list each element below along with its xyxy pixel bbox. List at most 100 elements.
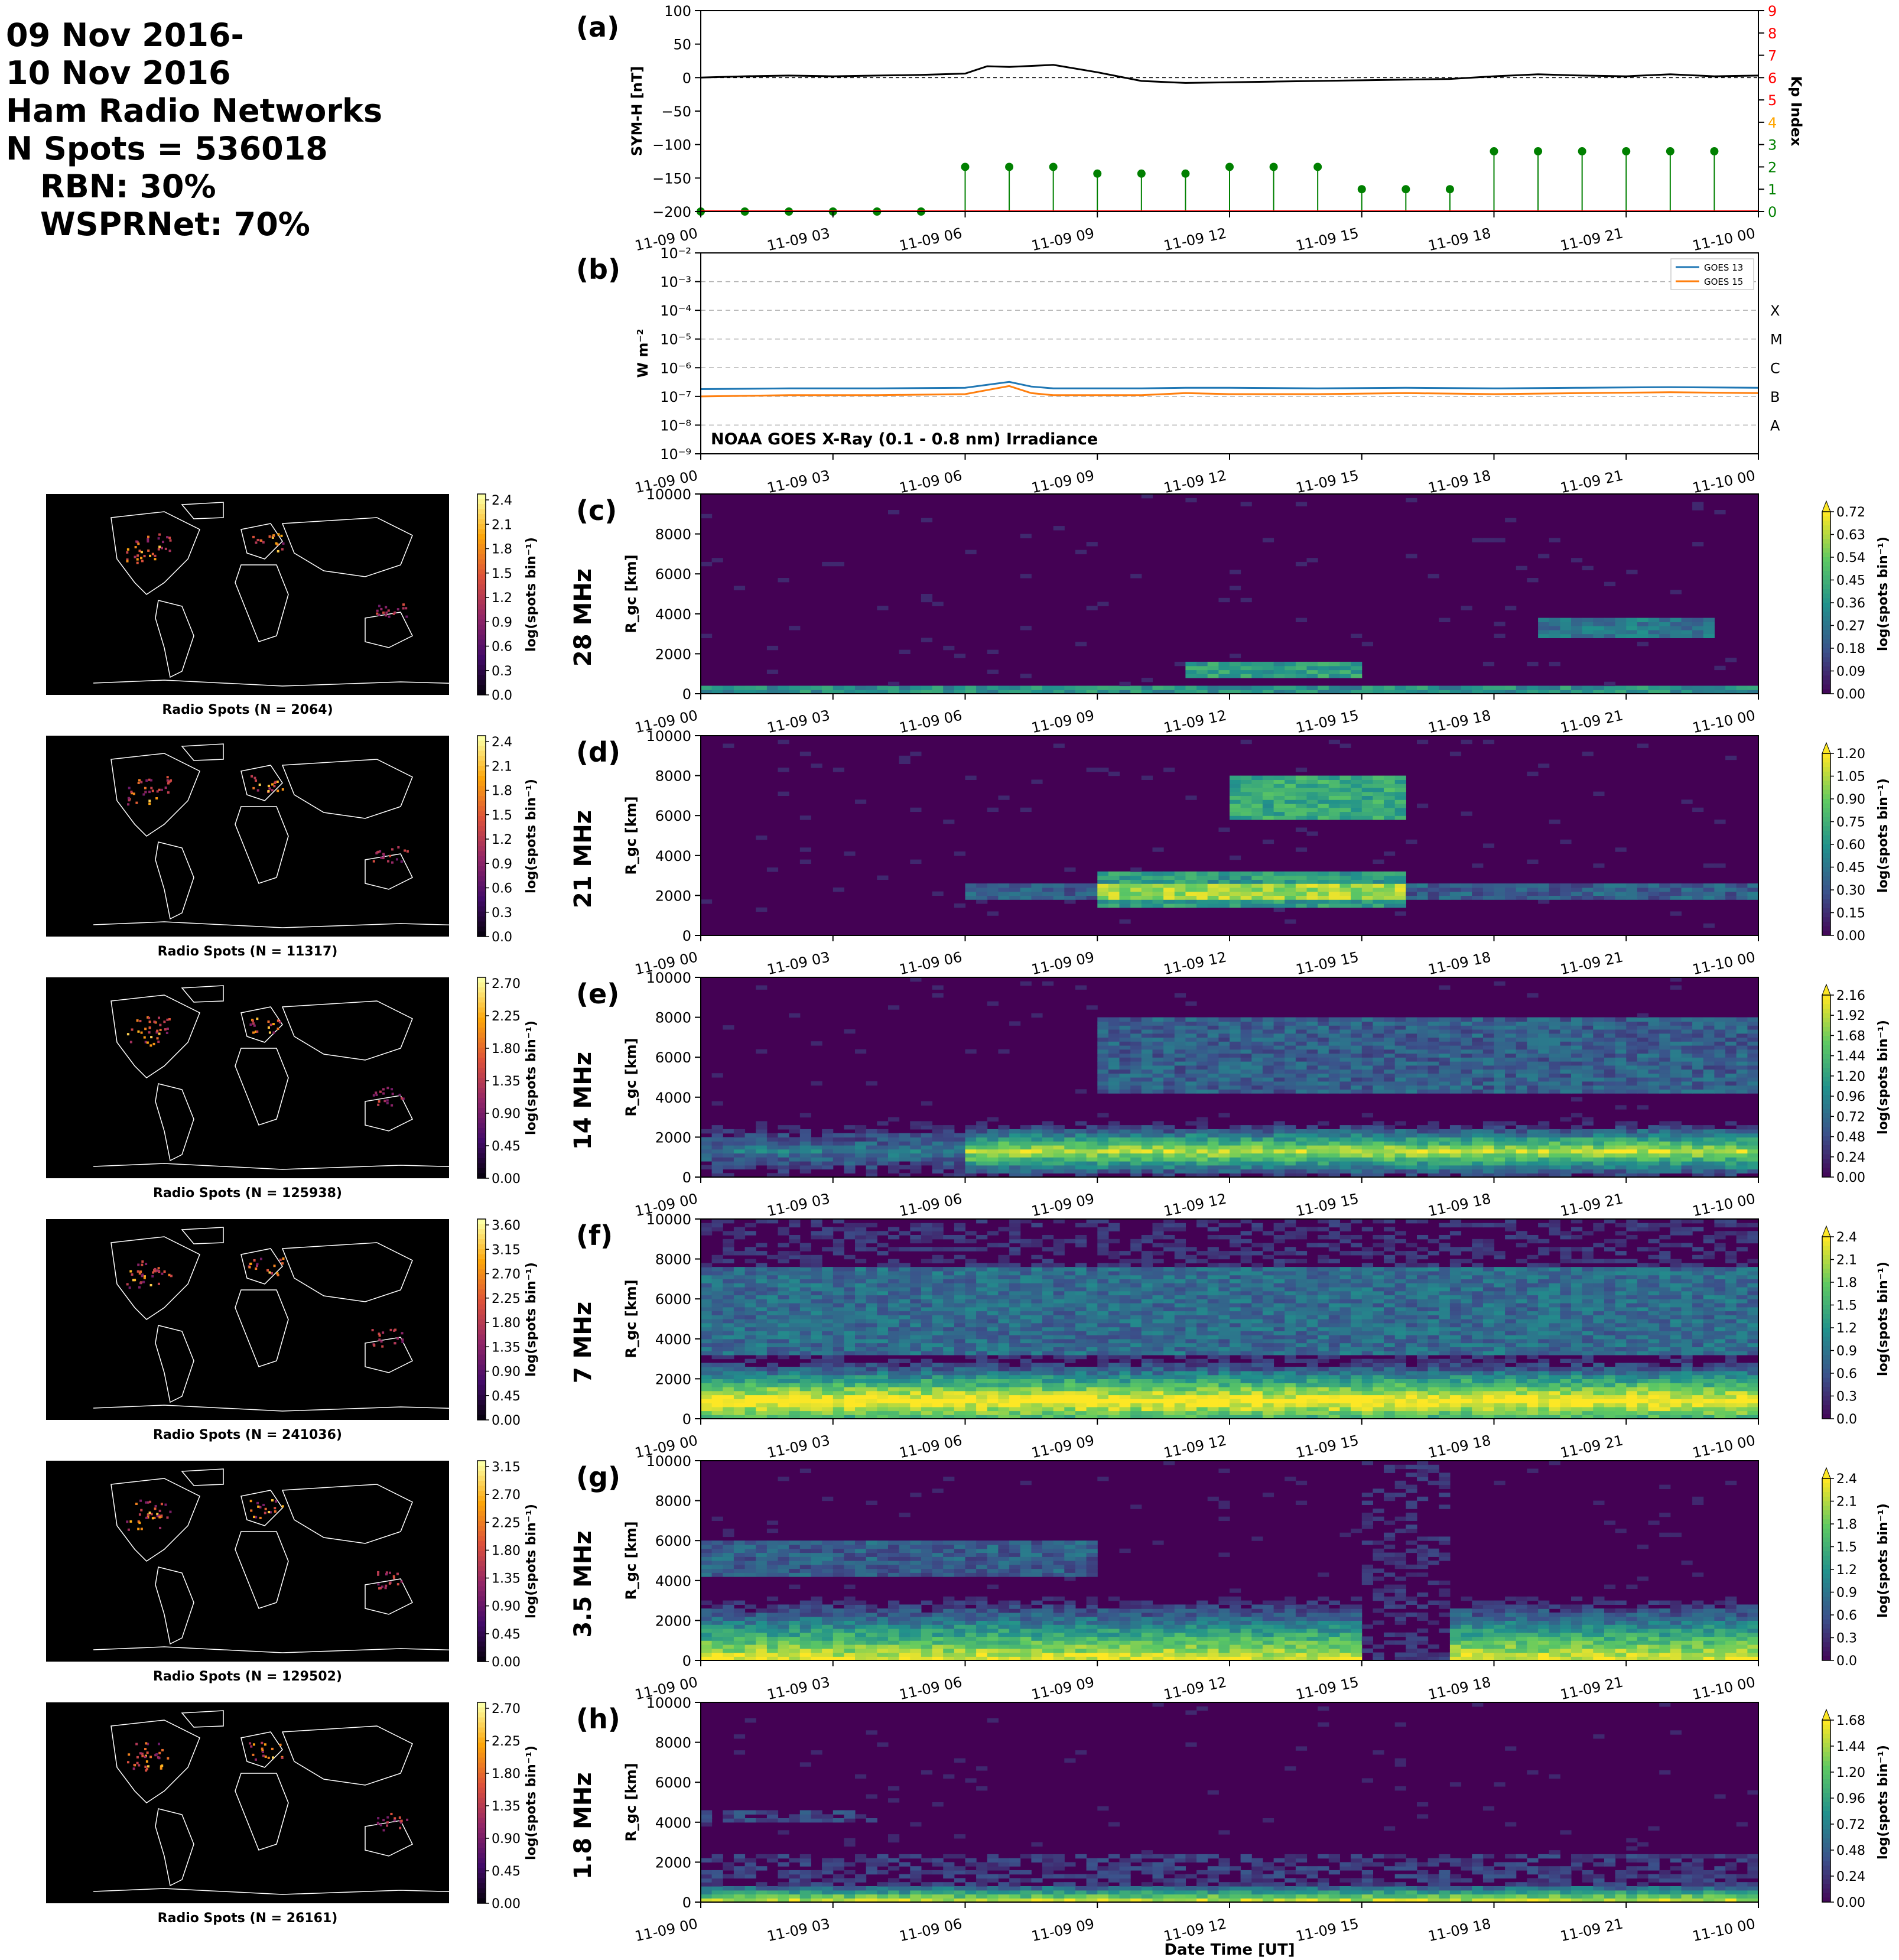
colorbar-tick-label: 1.92 [1836, 1009, 1865, 1023]
heatmap-cell [1482, 1085, 1495, 1090]
heatmap-cell [1285, 1053, 1296, 1058]
heatmap-cell [789, 1410, 801, 1415]
heatmap-cell [1659, 1045, 1671, 1050]
heatmap-cell [1130, 895, 1142, 900]
heatmap-cell [1439, 1149, 1451, 1154]
heatmap-cell [756, 1049, 768, 1054]
heatmap-cell [1086, 1145, 1098, 1150]
heatmap-cell [1494, 622, 1505, 626]
heatmap-cell [1703, 1061, 1715, 1066]
heatmap-cell [1152, 847, 1164, 852]
heatmap-cell [1207, 1065, 1219, 1070]
heatmap-cell [833, 1299, 844, 1304]
heatmap-cell [1449, 1157, 1462, 1162]
heatmap-cell [701, 1399, 713, 1403]
heatmap-cell [1207, 1173, 1219, 1178]
heatmap-cell [822, 1415, 834, 1419]
heatmap-cell [1637, 1045, 1649, 1050]
heatmap-cell [1020, 981, 1032, 986]
heatmap-cell [1736, 1041, 1748, 1046]
heatmap-cell [1648, 1037, 1660, 1042]
heatmap-cell [1472, 1017, 1484, 1022]
map-colorbar-segment [477, 836, 486, 841]
heatmap-cell [1670, 1033, 1682, 1038]
heatmap-cell [1406, 1033, 1417, 1038]
spot-marker [137, 781, 140, 784]
heatmap-cell [1593, 1145, 1605, 1150]
heatmap-cell [1031, 1161, 1043, 1166]
heatmap-cell [1505, 1053, 1517, 1058]
heatmap-cell [744, 1223, 756, 1228]
heatmap-cell [1240, 502, 1252, 506]
heatmap-cell [789, 1315, 801, 1319]
heatmap-cell [1285, 1133, 1296, 1137]
heatmap-cell [1306, 899, 1318, 904]
heatmap-cell [811, 1383, 822, 1387]
heatmap-cell [811, 1322, 822, 1328]
heatmap-cell [1527, 1021, 1539, 1026]
heatmap-cell [1417, 1029, 1429, 1034]
colorbar-tick-label: 0.75 [1836, 815, 1865, 830]
heatmap-cell [1251, 903, 1263, 908]
heatmap-cell [1659, 1157, 1671, 1162]
heatmap-cell [1108, 871, 1120, 876]
heatmap-cell [1097, 1069, 1109, 1074]
heatmap-cell [1130, 879, 1142, 884]
heatmap-cell [1648, 1065, 1660, 1070]
heatmap-cell [778, 1386, 789, 1392]
heatmap-cell [1042, 883, 1054, 888]
map-colorbar-tick-label: 2.1 [492, 759, 512, 774]
heatmap-cell [1361, 1045, 1373, 1050]
heatmap-cell [954, 690, 966, 694]
heatmap-cell [1009, 1129, 1021, 1134]
heatmap-cell [833, 1399, 844, 1403]
heatmap-cell [1427, 1173, 1439, 1178]
heatmap-cell [1384, 775, 1396, 780]
heatmap-cell [1053, 743, 1065, 748]
heatmap-cell [1736, 1129, 1748, 1134]
heatmap-cell [833, 1306, 844, 1312]
colorbar-segment [1822, 858, 1830, 863]
heatmap-cell [1218, 1033, 1230, 1038]
heatmap-cell [1042, 1141, 1054, 1146]
heatmap-cell [1230, 1141, 1241, 1146]
heatmap-cell [1108, 1017, 1120, 1022]
heatmap-cell [723, 1406, 734, 1412]
heatmap-cell [1230, 654, 1241, 658]
heatmap-cell [789, 1395, 801, 1399]
heatmap-cell [1196, 1153, 1208, 1158]
colorbar-segment [1822, 1104, 1830, 1109]
heatmap-cell [733, 1351, 746, 1356]
heatmap-cell [1703, 690, 1715, 694]
heatmap-cell [1031, 1125, 1043, 1130]
heatmap-cell [1020, 534, 1032, 538]
heatmap-cell [1218, 1049, 1230, 1054]
heatmap-cell [866, 1303, 877, 1308]
heatmap-cell [733, 1291, 746, 1296]
heatmap-cell [799, 859, 811, 864]
heatmap-cell [1009, 1133, 1021, 1137]
heatmap-cell [1119, 1061, 1131, 1066]
heatmap-cell [1262, 784, 1274, 788]
heatmap-cell [766, 1149, 779, 1154]
heatmap-cell [1130, 1037, 1142, 1042]
heatmap-cell [822, 1354, 834, 1360]
heatmap-cell [855, 1129, 867, 1134]
heatmap-cell [1582, 1017, 1594, 1022]
heatmap-cell [833, 1291, 844, 1296]
heatmap-cell [877, 606, 889, 610]
heatmap-cell [1394, 690, 1406, 694]
heatmap-cell [1240, 1089, 1252, 1094]
heatmap-cell [1593, 1085, 1605, 1090]
heatmap-cell [1306, 1089, 1318, 1094]
heatmap-cell [1538, 622, 1550, 626]
heatmap-cell [1285, 1081, 1296, 1086]
heatmap-cell [1427, 1145, 1439, 1150]
heatmap-cell [723, 1343, 734, 1347]
heatmap-cell [965, 887, 977, 892]
heatmap-cell [799, 1338, 811, 1344]
heatmap-cell [1130, 875, 1142, 880]
heatmap-cell [1373, 807, 1384, 812]
heatmap-cell [1328, 899, 1340, 904]
heatmap-cell [1240, 1165, 1252, 1170]
